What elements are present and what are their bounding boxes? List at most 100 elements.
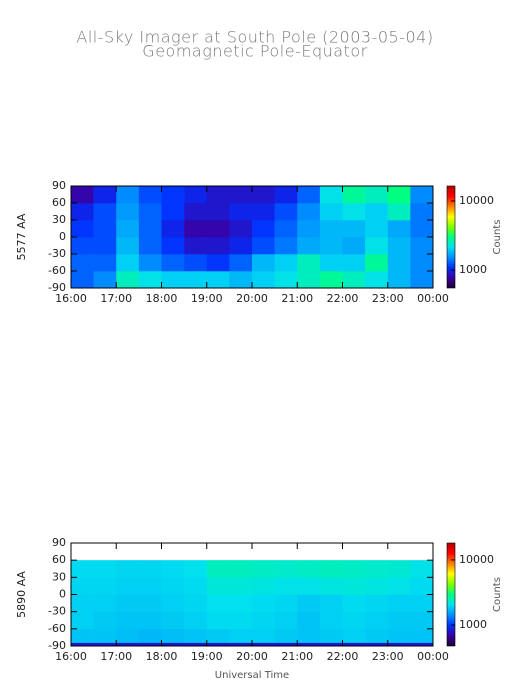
heat-cell <box>116 271 140 289</box>
heat-cell <box>274 642 298 647</box>
y-tick-label: 30 <box>52 213 66 226</box>
heat-cell <box>365 594 389 612</box>
heat-cell <box>93 237 117 255</box>
heat-cell <box>161 237 185 255</box>
chart-subtitle: Geomagnetic Pole-Equator <box>142 42 367 61</box>
heat-cell <box>365 186 389 204</box>
heat-cell <box>252 642 275 647</box>
heat-cell <box>387 220 411 238</box>
heat-cell <box>138 577 162 595</box>
heat-cell <box>93 254 117 272</box>
heat-cell <box>71 611 94 630</box>
heat-cell <box>252 594 275 612</box>
heat-cell <box>184 611 208 630</box>
heat-cell <box>342 642 366 647</box>
heat-cell <box>206 186 230 204</box>
heat-cell <box>71 271 94 289</box>
heat-cell <box>116 203 140 221</box>
heat-cell <box>297 203 321 221</box>
heat-cell <box>93 271 117 289</box>
heat-cell <box>206 628 230 643</box>
heat-cell <box>252 203 275 221</box>
heat-cell <box>229 594 253 612</box>
heat-cell <box>410 594 434 612</box>
chart-title: All-Sky Imager at South Pole (2003-05-04… <box>76 28 433 47</box>
y-tick-label: -30 <box>48 605 66 618</box>
heat-cell <box>319 577 343 595</box>
heat-cell <box>184 203 208 221</box>
heat-cell <box>161 186 185 204</box>
heat-cell <box>252 577 275 595</box>
heat-cell <box>410 203 434 221</box>
x-tick-label: 22:00 <box>327 650 359 663</box>
heat-cell <box>319 203 343 221</box>
colorbar-tick-label: 10000 <box>459 553 494 566</box>
heat-cell <box>93 203 117 221</box>
colorbar-tick-label: 10000 <box>459 194 494 207</box>
heat-cell <box>387 560 411 578</box>
heat-cell <box>229 642 253 647</box>
heat-cell <box>342 594 366 612</box>
heat-cell <box>184 186 208 204</box>
x-tick-label: 19:00 <box>191 650 223 663</box>
heat-cell <box>138 594 162 612</box>
heat-cell <box>365 271 389 289</box>
heat-cell <box>297 594 321 612</box>
y-tick-label: -90 <box>48 281 66 294</box>
heat-cell <box>161 577 185 595</box>
heat-cell <box>138 203 162 221</box>
heat-cell <box>274 577 298 595</box>
heat-cell <box>274 271 298 289</box>
heat-cell <box>71 577 94 595</box>
heat-cell <box>138 611 162 630</box>
heat-cell <box>274 594 298 612</box>
heat-cell <box>319 642 343 647</box>
heat-cell <box>161 594 185 612</box>
heat-cell <box>297 254 321 272</box>
x-tick-label: 20:00 <box>236 650 268 663</box>
heat-cell <box>71 594 94 612</box>
heat-cell <box>184 237 208 255</box>
heat-cell <box>161 560 185 578</box>
heat-cell <box>93 642 117 647</box>
heat-cell <box>93 611 117 630</box>
y-tick-label: 60 <box>52 196 66 209</box>
heat-cell <box>365 611 389 630</box>
heat-cell <box>410 186 434 204</box>
heat-cell <box>274 611 298 630</box>
heat-cell <box>410 560 434 578</box>
heat-cell <box>297 186 321 204</box>
heat-cell <box>297 220 321 238</box>
heat-cell <box>297 628 321 643</box>
heat-cell <box>229 220 253 238</box>
heat-cell <box>206 642 230 647</box>
heat-cell <box>387 254 411 272</box>
heat-cell <box>274 237 298 255</box>
heat-cell <box>365 220 389 238</box>
heat-cell <box>116 642 140 647</box>
heat-cell <box>93 594 117 612</box>
heat-cell <box>116 577 140 595</box>
heat-cell <box>252 611 275 630</box>
heat-cell <box>161 611 185 630</box>
heat-cell <box>71 237 94 255</box>
heat-cell <box>229 237 253 255</box>
heat-cell <box>138 560 162 578</box>
heat-cell <box>387 577 411 595</box>
heat-cell <box>342 577 366 595</box>
heat-cell <box>297 611 321 630</box>
heat-cell <box>206 220 230 238</box>
heat-cell <box>229 577 253 595</box>
heat-cell <box>365 577 389 595</box>
heat-cell <box>342 220 366 238</box>
heat-cell <box>342 560 366 578</box>
heat-cell <box>116 628 140 643</box>
heat-cell <box>184 628 208 643</box>
heat-cell <box>297 577 321 595</box>
y-tick-label: 90 <box>52 536 66 549</box>
heat-cell <box>252 186 275 204</box>
heat-cell <box>342 271 366 289</box>
y-tick-label: -60 <box>48 622 66 635</box>
heat-cell <box>184 271 208 289</box>
heat-cell <box>229 203 253 221</box>
